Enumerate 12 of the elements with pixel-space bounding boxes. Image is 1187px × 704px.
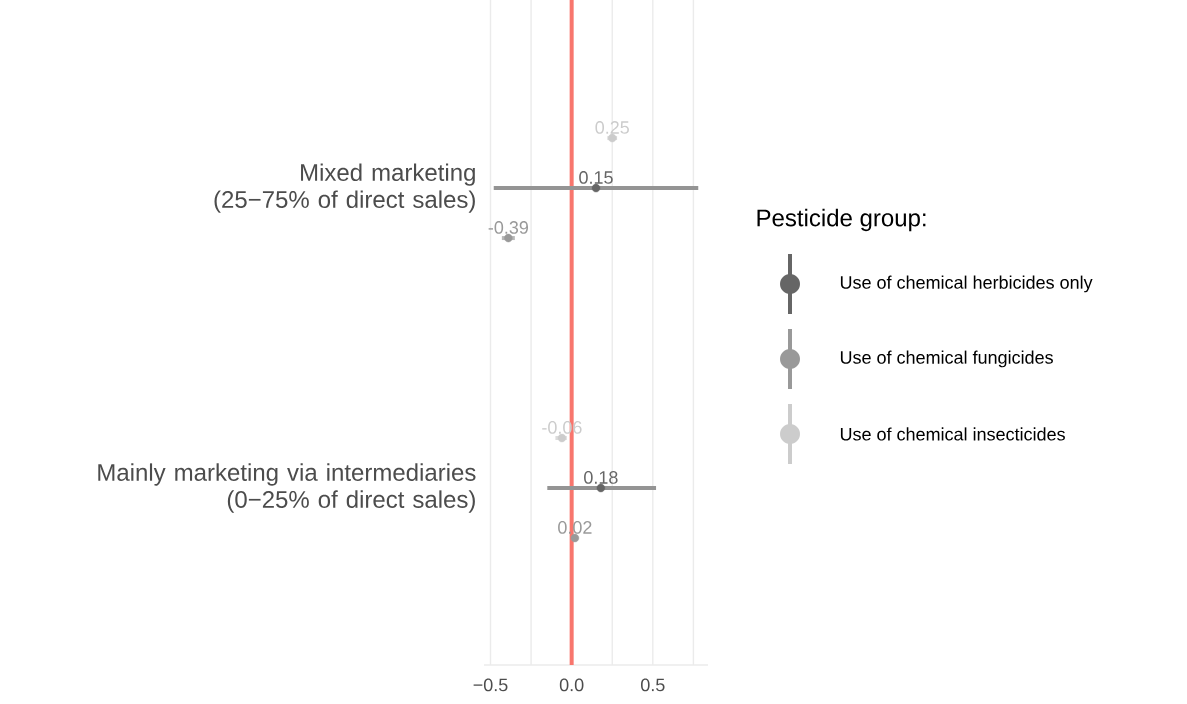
x-tick-label: 0.0	[559, 678, 584, 692]
x-tick-label: −0.5	[473, 678, 508, 692]
data-label: -0.39	[488, 221, 529, 234]
legend-label: Use of chemical fungicides	[840, 350, 1053, 368]
x-tick-label: 0.5	[641, 678, 665, 692]
legend-label: Use of chemical herbicides only	[840, 275, 1093, 293]
data-label: 0.15	[579, 171, 613, 184]
legend-label: Use of chemical insecticides	[840, 427, 1065, 441]
legend-title: Pesticide group:	[757, 208, 926, 232]
y-tick-label: Mixed marketing (25−75% of direct sales)	[214, 163, 475, 213]
data-label: 0.18	[584, 471, 618, 484]
y-tick-label: Mainly marketing via intermediaries (0−25% of direct sales)	[98, 463, 476, 513]
